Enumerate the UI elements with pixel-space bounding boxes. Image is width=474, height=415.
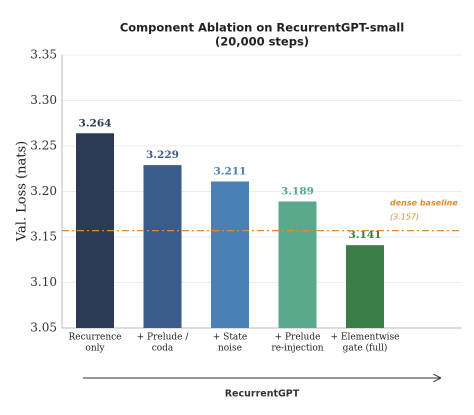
chart-title: Component Ablation on RecurrentGPT-small: [120, 21, 404, 35]
y-tick-label: 3.35: [30, 48, 57, 62]
x-tick-label: + State: [213, 333, 248, 343]
x-tick-label: Recurrence: [68, 333, 121, 343]
value-label: 3.229: [146, 149, 179, 161]
bar: [143, 165, 182, 328]
value-label: 3.189: [281, 186, 314, 198]
x-tick-label: only: [85, 344, 105, 354]
y-tick-label: 3.30: [30, 93, 57, 107]
y-tick-label: 3.20: [30, 184, 57, 198]
value-label: 3.264: [79, 117, 112, 129]
chart-subtitle: (20,000 steps): [215, 35, 309, 49]
y-tick-label: 3.25: [30, 139, 57, 153]
bar: [278, 201, 317, 328]
y-tick-label: 3.15: [30, 230, 57, 244]
x-tick-label: coda: [152, 344, 174, 354]
x-tick-label: gate (full): [343, 343, 388, 354]
x-tick-label: + Prelude: [275, 333, 321, 343]
y-axis-label: Val. Loss (nats): [15, 141, 30, 242]
bar: [211, 181, 249, 328]
x-tick-label: re-injection: [271, 344, 323, 354]
x-axis-label: RecurrentGPT: [225, 389, 300, 400]
x-tick-label: + Elementwise: [331, 333, 400, 343]
x-tick-label: + Prelude /: [137, 333, 190, 343]
baseline-name: dense baseline: [390, 199, 458, 208]
bar: [346, 245, 384, 328]
y-tick-label: 3.05: [30, 321, 57, 335]
value-label: 3.211: [214, 165, 247, 177]
value-label: 3.141: [349, 229, 382, 241]
y-tick-label: 3.10: [30, 275, 57, 289]
baseline-value: (3.157): [390, 213, 419, 222]
x-tick-label: noise: [218, 344, 242, 354]
